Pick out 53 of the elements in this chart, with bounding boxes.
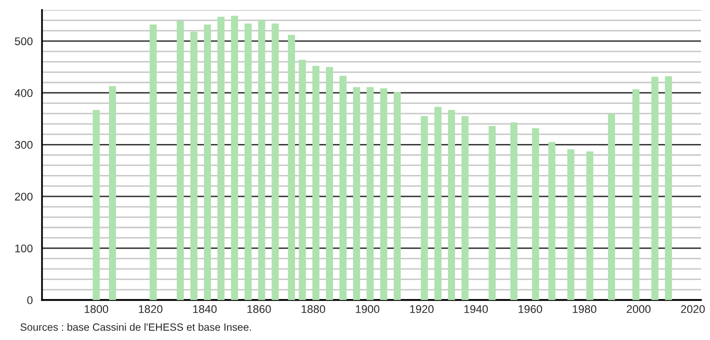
y-tick-label: 300 [14,140,33,149]
bar [108,86,116,300]
bar [586,151,594,300]
y-tick-label: 500 [14,37,33,46]
bar [434,106,442,300]
bar [366,87,374,300]
bar [272,23,279,300]
bar [288,34,296,300]
x-tick-label: 1800 [84,305,108,314]
x-tick-label: 1960 [518,305,542,314]
source-note: Sources : base Cassini de l'EHESS et base Insee. [20,323,251,331]
bar [340,76,347,300]
bar [217,16,225,300]
y-tick-label: 100 [15,244,33,252]
x-tick-label: 2000 [626,305,651,314]
bar [548,142,556,300]
y-tick-label: 0 [27,296,33,304]
bar [380,88,388,300]
x-tick-label: 1980 [572,305,596,314]
bar [510,122,518,300]
x-tick-label: 1880 [302,305,326,314]
bar [462,116,469,300]
bar [448,110,456,300]
bar [244,23,252,300]
bar [190,32,198,300]
x-tick-label: 2020 [681,305,705,314]
bar [326,66,333,300]
bar [312,66,320,300]
y-tick-label: 200 [14,192,33,201]
x-tick-label: 1940 [464,305,488,314]
bar [632,89,640,300]
bar [420,116,428,300]
x-tick-label: 1820 [138,305,162,314]
x-tick-label: 1860 [247,305,271,314]
bar [608,114,616,300]
bar [231,16,238,300]
bar [651,76,658,300]
bar [488,126,496,300]
bar [204,24,211,300]
bar [92,110,100,300]
x-tick-label: 1840 [193,305,217,314]
bar [664,76,672,300]
bar [532,128,540,300]
bar [394,92,401,300]
x-tick-label: 1920 [410,305,434,314]
bar [298,60,306,300]
bar [567,149,574,300]
bar [176,20,184,300]
bar [150,24,157,300]
y-tick-label: 400 [14,89,33,97]
bar [353,87,360,300]
bar [258,20,266,300]
x-tick-label: 1900 [356,305,380,314]
